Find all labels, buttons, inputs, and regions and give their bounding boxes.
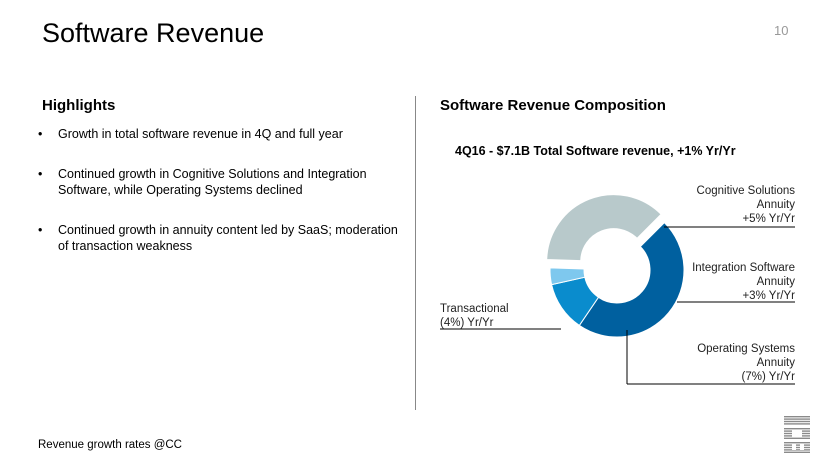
logo-stripe <box>784 449 810 451</box>
logo-stripe <box>784 423 810 425</box>
donut-slice-cognitive-solutions-annuity <box>578 221 685 338</box>
footer-note: Revenue growth rates @CC <box>38 439 182 451</box>
highlight-item: • Continued growth in annuity content led… <box>38 222 398 254</box>
highlight-text: Growth in total software revenue in 4Q a… <box>58 127 343 141</box>
highlights-list: • Growth in total software revenue in 4Q … <box>38 126 398 278</box>
highlights-heading: Highlights <box>42 97 116 114</box>
logo-stripe <box>784 446 810 449</box>
highlight-text: Continued growth in annuity content led … <box>58 223 398 253</box>
logo-stripe <box>784 442 810 444</box>
page-number: 10 <box>774 23 789 38</box>
logo-cutout <box>792 444 796 450</box>
label-integration-software: Annuity <box>757 276 796 288</box>
logo-cutout <box>792 430 802 437</box>
label-cognitive-solutions: +5% Yr/Yr <box>742 213 795 225</box>
label-operating-systems: Operating Systems <box>697 343 795 355</box>
label-transactional: Transactional <box>440 303 509 315</box>
highlight-item: • Growth in total software revenue in 4Q … <box>38 126 398 142</box>
bullet-icon: • <box>38 127 43 141</box>
section-divider <box>415 96 416 410</box>
composition-heading: Software Revenue Composition <box>440 97 666 114</box>
label-integration-software: +3% Yr/Yr <box>742 290 795 302</box>
donut-slice-operating-systems-annuity <box>549 267 586 286</box>
logo-cutout <box>800 444 804 450</box>
bullet-icon: • <box>38 167 43 181</box>
label-operating-systems: (7%) Yr/Yr <box>742 371 796 383</box>
highlight-item: • Continued growth in Cognitive Solutions… <box>38 166 398 198</box>
logo-stripe <box>784 428 810 430</box>
label-cognitive-solutions: Annuity <box>757 199 796 211</box>
slide-title: Software Revenue <box>42 18 265 48</box>
logo-stripe <box>784 418 810 420</box>
label-integration-software: Integration Software <box>692 262 795 274</box>
logo-stripe <box>784 420 810 423</box>
logo-stripe <box>784 437 810 439</box>
highlight-text: Continued growth in Cognitive Solutions … <box>58 167 367 197</box>
bullet-icon: • <box>38 223 43 237</box>
label-transactional: (4%) Yr/Yr <box>440 317 494 329</box>
label-operating-systems: Annuity <box>757 357 796 369</box>
chart-subtitle: 4Q16 - $7.1B Total Software revenue, +1%… <box>455 144 736 158</box>
donut-slice-transactional <box>546 194 662 262</box>
label-cognitive-solutions: Cognitive Solutions <box>697 185 796 197</box>
logo-stripe <box>784 444 810 446</box>
logo-stripe <box>784 416 810 418</box>
logo-stripe <box>784 451 810 453</box>
ibm-logo-icon <box>784 416 810 453</box>
